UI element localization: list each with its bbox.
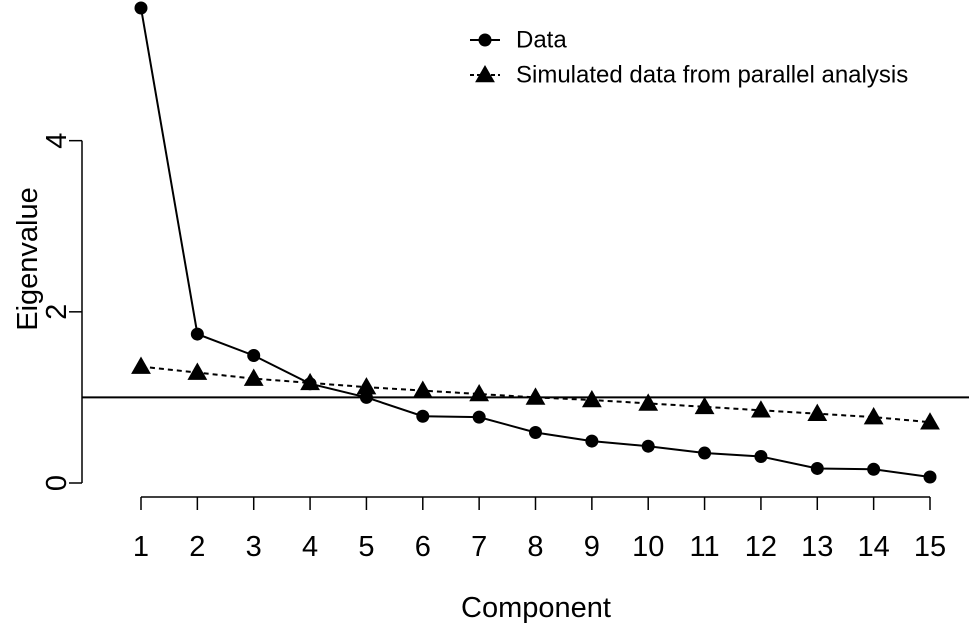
- data-point: [807, 403, 828, 421]
- x-tick-label: 13: [801, 531, 833, 563]
- data-point: [356, 377, 377, 395]
- x-tick-label: 12: [745, 531, 777, 563]
- x-axis-title: Component: [461, 592, 611, 624]
- data-point: [190, 327, 204, 341]
- data-point: [585, 434, 599, 448]
- data-point: [810, 461, 824, 475]
- data-point: [416, 409, 430, 423]
- data-point: [529, 426, 542, 440]
- data-point: [134, 1, 148, 15]
- data-point: [581, 389, 602, 408]
- data-point: [472, 410, 486, 424]
- data-point: [187, 362, 208, 380]
- data-point: [694, 396, 715, 415]
- data-point: [863, 407, 884, 425]
- data-point: [131, 356, 151, 374]
- legend-marker: [475, 64, 495, 83]
- x-tick-label: 1: [133, 531, 149, 563]
- legend-label: Simulated data from parallel analysis: [516, 62, 908, 89]
- x-tick-label: 14: [858, 531, 890, 563]
- data-point: [641, 439, 655, 453]
- x-tick-label: 6: [415, 531, 431, 563]
- y-tick-label: 2: [41, 304, 73, 320]
- data-point: [525, 387, 546, 405]
- legend-marker: [478, 33, 492, 47]
- data-point: [469, 383, 490, 402]
- data-point: [300, 372, 320, 391]
- x-tick-label: 4: [302, 531, 318, 563]
- legend: Data Simulated data from parallel analysi…: [470, 27, 908, 89]
- data-point: [247, 348, 261, 362]
- y-axis-title: Eigenvalue: [12, 187, 44, 331]
- y-tick-label: 4: [41, 133, 73, 149]
- y-tick-label: 0: [41, 475, 73, 491]
- series-1: [134, 1, 937, 484]
- x-tick-label: 2: [189, 531, 205, 563]
- data-point: [698, 446, 712, 460]
- x-tick-label: 9: [584, 531, 600, 563]
- x-tick-label: 15: [914, 531, 946, 563]
- x-tick-label: 8: [527, 531, 543, 563]
- legend-label: Data: [516, 27, 567, 54]
- data-point: [754, 449, 768, 463]
- x-tick-label: 11: [690, 531, 720, 563]
- data-point: [638, 393, 659, 411]
- data-point: [867, 462, 881, 476]
- x-tick-label: 3: [246, 531, 262, 563]
- data-point: [243, 368, 264, 386]
- data-point: [751, 400, 771, 418]
- x-tick-label: 10: [632, 531, 664, 563]
- data-point: [923, 470, 937, 484]
- x-tick-label: 7: [471, 531, 487, 563]
- series-2: [131, 356, 940, 430]
- series-line: [140, 365, 931, 424]
- x-tick-label: 5: [358, 531, 374, 563]
- series-layer: [131, 1, 940, 484]
- data-point: [920, 412, 940, 430]
- data-point: [412, 380, 433, 398]
